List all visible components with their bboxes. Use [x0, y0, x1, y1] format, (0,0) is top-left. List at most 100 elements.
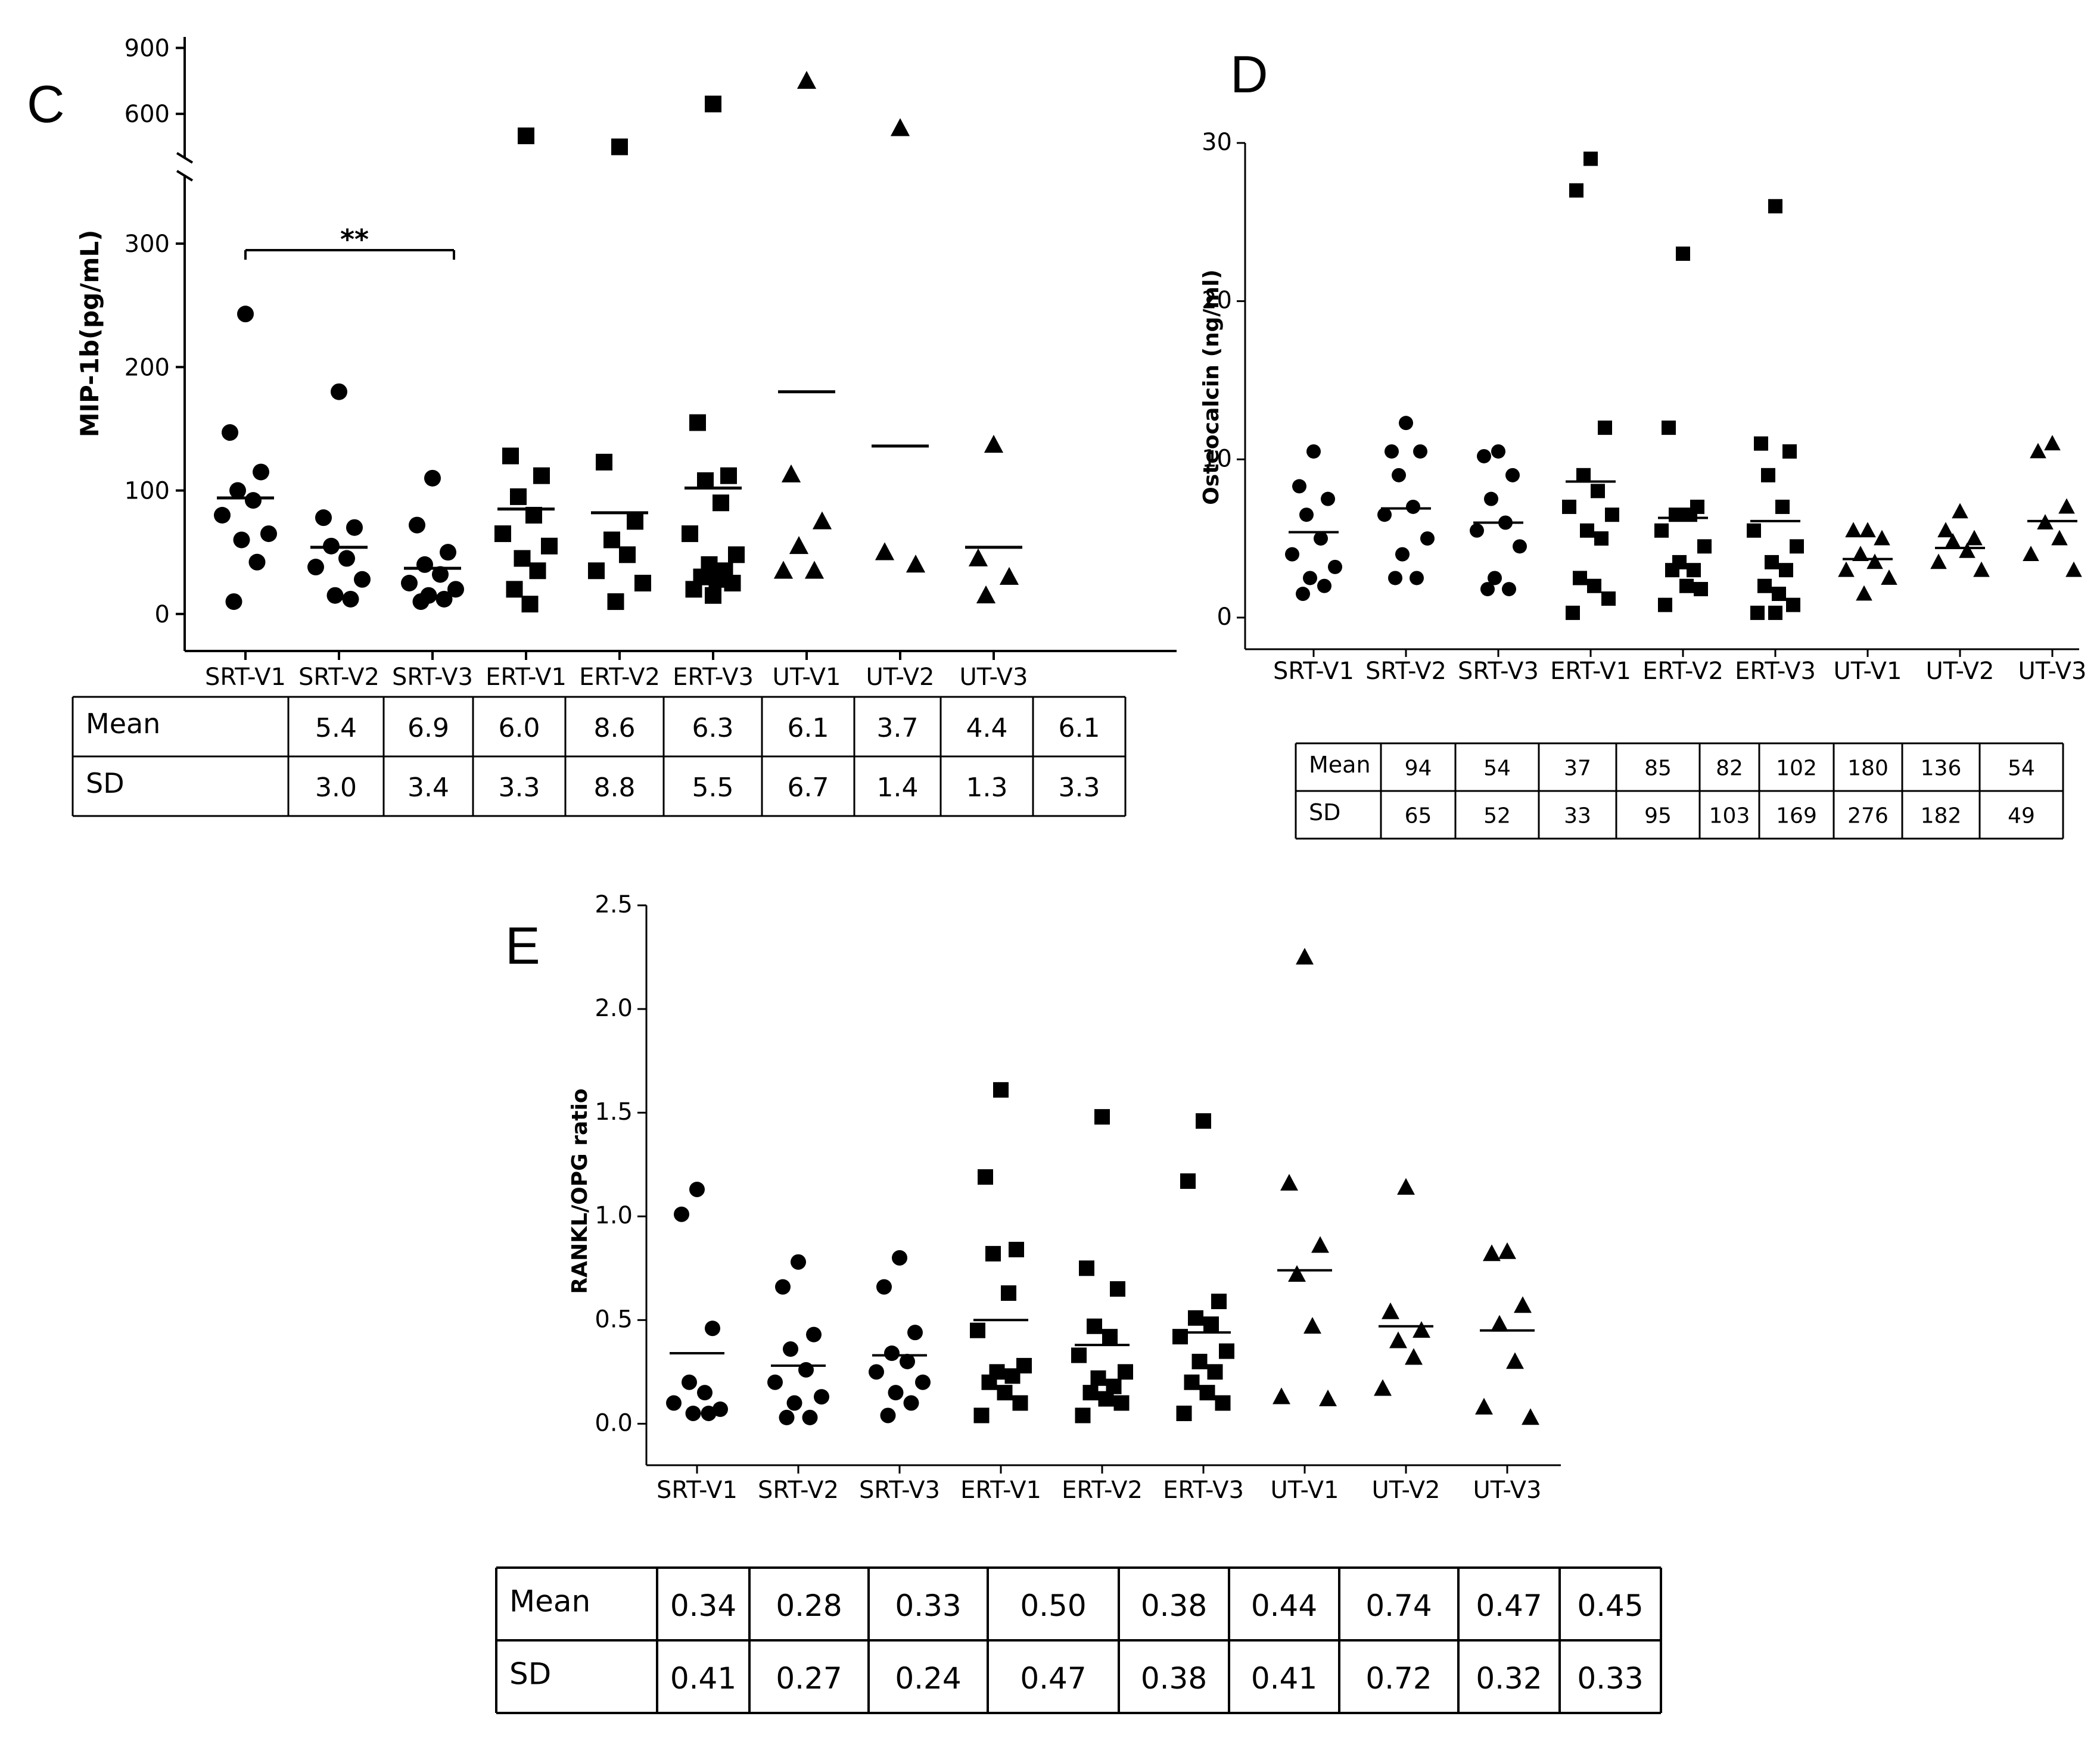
e-point	[1180, 1173, 1196, 1189]
e-point	[1075, 1407, 1091, 1424]
e-point	[880, 1407, 896, 1424]
c-x-tick-label: SRT-V2	[298, 664, 379, 691]
e-point	[775, 1279, 791, 1295]
c-point	[409, 516, 425, 534]
e-point	[779, 1409, 795, 1425]
d-table-cell: 94	[1405, 756, 1432, 781]
d-point	[2030, 443, 2046, 459]
e-point	[1207, 1364, 1223, 1380]
e-point	[798, 1362, 814, 1378]
c-point	[875, 542, 895, 560]
e-table-cell: 0.47	[1476, 1589, 1542, 1623]
d-point	[1768, 199, 1782, 214]
panel-letter-d: D	[1230, 45, 1268, 104]
d-point	[1687, 563, 1701, 578]
c-x-tick-label: SRT-V1	[205, 664, 286, 691]
e-table-cell: 0.28	[776, 1589, 842, 1623]
d-point	[1587, 578, 1601, 593]
e-point	[1288, 1265, 1306, 1282]
e-point	[705, 1320, 720, 1337]
d-point	[1299, 507, 1314, 522]
c-point	[697, 472, 714, 489]
e-point	[1522, 1408, 1539, 1425]
e-table-cell: 0.45	[1577, 1589, 1643, 1623]
d-table-cell: 169	[1776, 804, 1817, 828]
c-point	[906, 555, 926, 573]
e-point	[1118, 1364, 1133, 1380]
c-table-cell: 6.1	[788, 713, 829, 743]
c-point	[331, 383, 347, 400]
d-table-cell: 65	[1405, 804, 1432, 828]
e-x-tick-label: ERT-V2	[1062, 1477, 1143, 1504]
e-point	[915, 1374, 931, 1390]
c-point	[521, 596, 539, 613]
c-point	[720, 467, 737, 484]
d-point	[1292, 479, 1306, 494]
c-point	[705, 587, 721, 604]
c-point	[603, 531, 620, 549]
e-table-cell: 0.33	[1577, 1661, 1643, 1696]
c-point	[354, 571, 371, 588]
c-summary-table: Mean SD 5.4 6.9 6.0 8.6 6.3 6.1 3.7 4.4 6.1 3.0 3.4 3…	[71, 696, 1127, 817]
e-y-tick-label: 0.5	[595, 1306, 633, 1333]
e-point	[997, 1385, 1013, 1401]
e-point	[697, 1385, 713, 1401]
e-point	[1382, 1302, 1399, 1319]
d-table-cell: 276	[1847, 804, 1889, 828]
d-y-tick-label: 20	[1202, 287, 1232, 314]
c-point	[708, 571, 726, 588]
d-point	[1772, 587, 1786, 602]
c-table-cell: 1.3	[966, 773, 1008, 803]
e-point	[1219, 1343, 1234, 1359]
e-point	[1296, 948, 1314, 965]
d-point	[1945, 532, 1961, 549]
d-point	[1392, 468, 1406, 482]
e-y-tick-label: 2.5	[595, 891, 633, 918]
d-x-ticks: SRT-V1 SRT-V2 SRT-V3 ERT-V1 ERT-V2 ERT-V3 UT-V…	[1273, 649, 2086, 685]
c-table-cell: 3.3	[1059, 773, 1100, 803]
d-data-points	[1285, 151, 2082, 620]
d-point	[1303, 571, 1317, 585]
d-point	[1317, 578, 1331, 593]
d-point	[1285, 547, 1299, 562]
e-point	[907, 1325, 923, 1341]
e-point	[701, 1405, 717, 1421]
c-table-cell: 4.4	[966, 713, 1008, 743]
c-point	[248, 553, 266, 571]
e-x-tick-label: ERT-V3	[1163, 1477, 1244, 1504]
e-point	[1280, 1173, 1298, 1191]
d-point	[1658, 597, 1672, 612]
e-point	[1098, 1391, 1114, 1407]
d-table-cell: 136	[1921, 756, 1962, 781]
d-point	[1930, 553, 1947, 569]
c-point	[416, 556, 433, 573]
d-point	[2051, 530, 2068, 546]
c-x-tick-label: ERT-V1	[486, 664, 567, 691]
d-point	[1750, 605, 1765, 620]
c-point	[440, 544, 456, 561]
c-point	[797, 71, 817, 89]
d-table-cell: 37	[1564, 756, 1591, 781]
c-data-points	[214, 71, 1019, 613]
c-point	[237, 306, 254, 323]
d-point	[1594, 531, 1609, 546]
d-point	[1573, 571, 1587, 585]
c-point	[338, 550, 355, 567]
d-table-cell: 33	[1564, 804, 1591, 828]
d-point	[1754, 436, 1768, 451]
e-point	[685, 1405, 701, 1421]
d-point	[1562, 499, 1576, 514]
e-point	[1199, 1385, 1215, 1401]
e-point	[1012, 1395, 1028, 1411]
c-point	[222, 424, 238, 441]
c-y-tick-label: 100	[125, 478, 170, 505]
d-point	[1406, 499, 1420, 514]
c-point	[529, 562, 546, 580]
d-x-tick-label: ERT-V3	[1735, 658, 1816, 685]
c-x-tick-label: ERT-V3	[673, 664, 754, 691]
c-table-cell: 3.4	[407, 773, 449, 803]
e-data-points	[666, 948, 1539, 1425]
e-point	[1079, 1260, 1094, 1276]
c-point	[260, 525, 277, 543]
